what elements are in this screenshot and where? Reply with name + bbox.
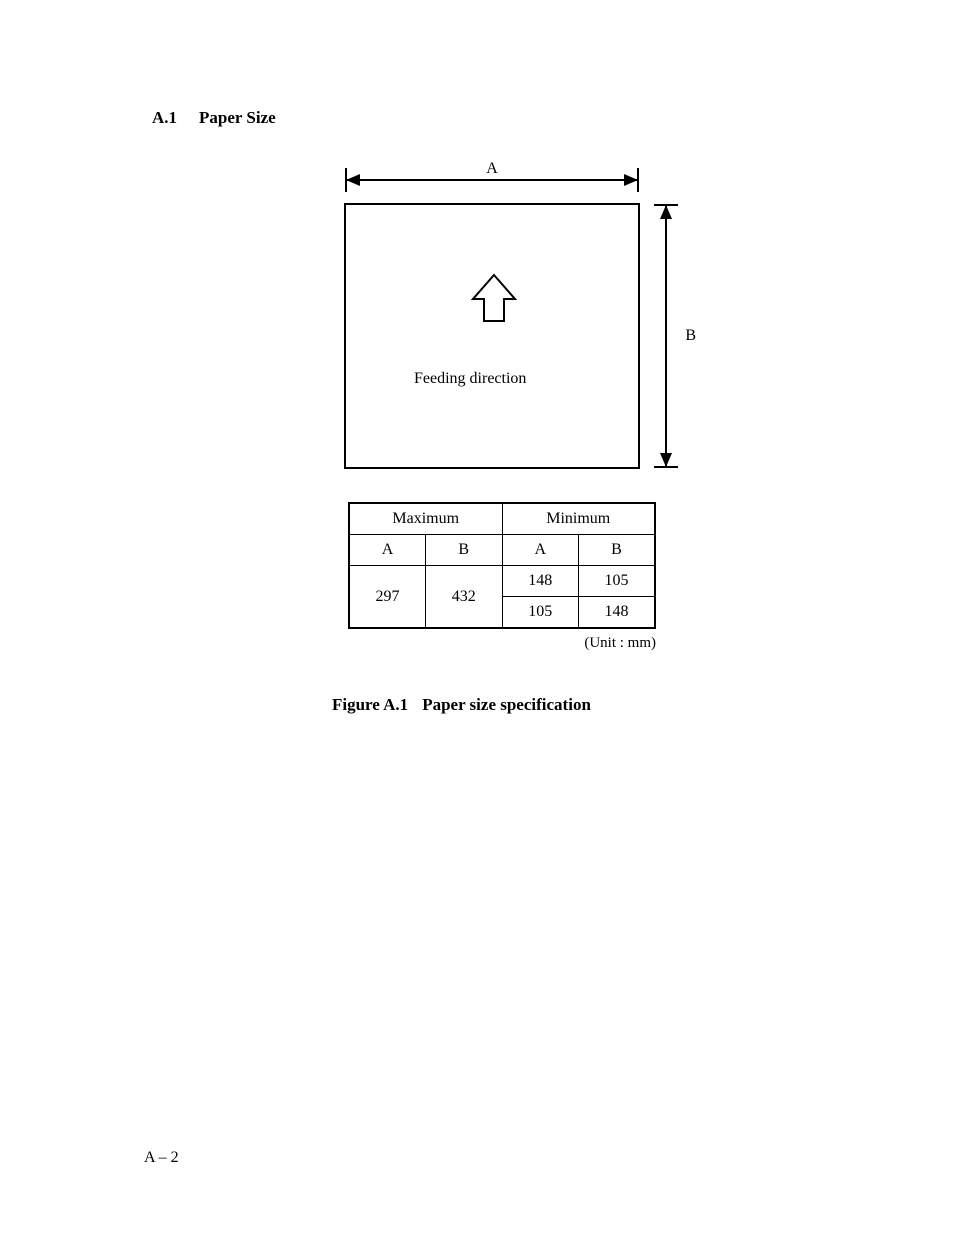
header-minimum: Minimum xyxy=(502,503,655,535)
dimension-a: A xyxy=(344,168,640,198)
dimension-a-label: A xyxy=(482,160,502,178)
figure-title: Paper size specification xyxy=(422,695,591,714)
dimension-b-label: B xyxy=(685,327,696,345)
table-row: Maximum Minimum xyxy=(349,503,655,535)
paper-rectangle: Feeding direction xyxy=(344,203,640,469)
figure-caption: Figure A.1 Paper size specification xyxy=(332,695,591,715)
figure-number: Figure A.1 xyxy=(332,695,408,714)
subheader-a: A xyxy=(502,535,579,566)
cell-max-a: 297 xyxy=(349,566,426,629)
subheader-b: B xyxy=(579,535,656,566)
page-number: A – 2 xyxy=(144,1149,179,1167)
table-row: A B A B xyxy=(349,535,655,566)
section-heading: A.1 Paper Size xyxy=(152,108,276,128)
paper-diagram: A Feeding direction B xyxy=(344,168,692,470)
cell-min-a: 105 xyxy=(502,597,579,629)
cell-min-b: 105 xyxy=(579,566,656,597)
feed-arrow-icon xyxy=(471,273,517,325)
unit-note: (Unit : mm) xyxy=(348,635,656,652)
cell-max-b: 432 xyxy=(426,566,503,629)
feeding-direction-label: Feeding direction xyxy=(414,370,526,388)
dimension-b: B xyxy=(654,203,692,469)
section-number: A.1 xyxy=(152,108,177,127)
cell-min-a: 148 xyxy=(502,566,579,597)
size-table: Maximum Minimum A B A B 297 432 148 105 … xyxy=(348,502,656,629)
size-table-container: Maximum Minimum A B A B 297 432 148 105 … xyxy=(348,502,656,652)
subheader-b: B xyxy=(426,535,503,566)
section-title: Paper Size xyxy=(199,108,276,127)
header-maximum: Maximum xyxy=(349,503,502,535)
cell-min-b: 148 xyxy=(579,597,656,629)
table-row: 297 432 148 105 xyxy=(349,566,655,597)
subheader-a: A xyxy=(349,535,426,566)
